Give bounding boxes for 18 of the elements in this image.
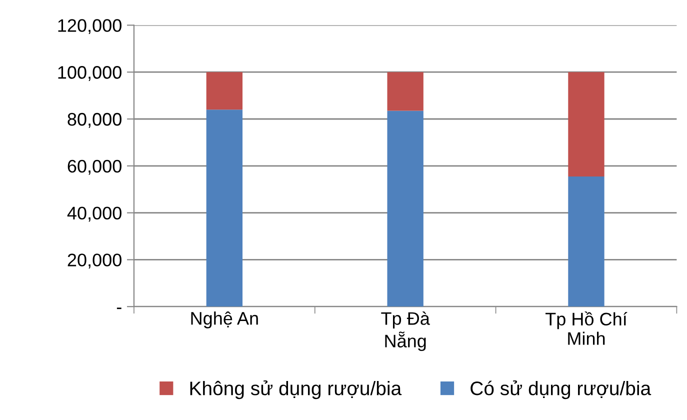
legend-label: Có sử dụng rượu/bia xyxy=(470,380,652,400)
bar xyxy=(568,72,604,176)
y-tick-label: 100,000 xyxy=(58,66,122,81)
y-tick-label: 40,000 xyxy=(67,206,122,222)
x-tick-label: Tp Hồ Chí Minh xyxy=(546,311,628,345)
bar xyxy=(206,110,243,307)
y-tick-label: 20,000 xyxy=(68,254,122,269)
y-tick-label: - xyxy=(116,308,122,310)
x-tick-label: Tp Đà Nẵng xyxy=(381,311,430,352)
bar xyxy=(387,72,424,111)
y-tick-label: 80,000 xyxy=(68,112,122,128)
bar xyxy=(206,72,243,110)
bar xyxy=(568,176,604,307)
legend-label: Không sử dụng rượu/bia xyxy=(190,380,402,400)
bar xyxy=(387,110,424,307)
y-tick-label: 60,000 xyxy=(68,160,122,175)
x-tick-label: Nghệ An xyxy=(191,311,258,328)
y-tick-label: 120,000 xyxy=(58,19,122,34)
